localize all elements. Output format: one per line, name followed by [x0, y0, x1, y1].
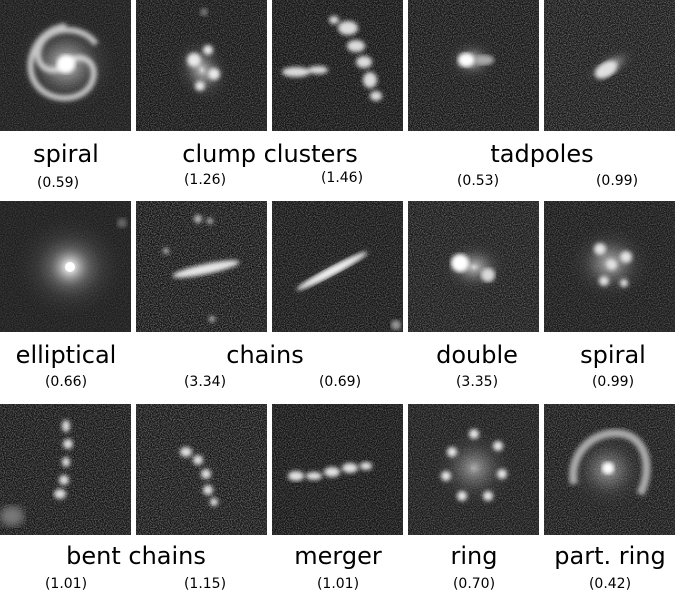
chain-galaxy-1-image	[136, 201, 267, 332]
bent-chain-galaxy-2-image	[136, 404, 267, 535]
label-bent-chains: bent chains	[66, 542, 206, 570]
label-elliptical: elliptical	[15, 341, 117, 369]
value-partial-ring: (0.42)	[588, 576, 632, 592]
spiral-galaxy-2-image	[544, 201, 675, 332]
value-tadpole-1: (0.53)	[456, 173, 500, 189]
bent-chain-galaxy-1-image	[0, 404, 131, 535]
chain-galaxy-2-image	[272, 201, 403, 332]
value-chain-2: (0.69)	[318, 374, 362, 390]
value-clump-cluster-1: (1.26)	[183, 172, 227, 188]
tadpole-galaxy-1-image	[408, 0, 539, 131]
value-merger: (1.01)	[316, 576, 360, 592]
tadpole-galaxy-2-image	[544, 0, 675, 131]
label-chains: chains	[226, 341, 304, 369]
merger-galaxy-image	[272, 404, 403, 535]
label-ring: ring	[450, 542, 498, 570]
partial-ring-galaxy-image	[544, 404, 675, 535]
label-merger: merger	[294, 542, 382, 570]
ring-galaxy-image	[408, 404, 539, 535]
value-spiral-2: (0.99)	[591, 374, 635, 390]
value-chain-1: (3.34)	[183, 374, 227, 390]
value-tadpole-2: (0.99)	[595, 173, 639, 189]
clump-cluster-galaxy-1-image	[136, 0, 267, 131]
value-ring: (0.70)	[452, 576, 496, 592]
label-tadpoles: tadpoles	[490, 140, 594, 168]
value-spiral: (0.59)	[36, 175, 80, 191]
label-spiral: spiral	[33, 140, 99, 168]
label-double: double	[436, 341, 518, 369]
value-bent-chain-2: (1.15)	[183, 576, 227, 592]
double-galaxy-image	[408, 201, 539, 332]
value-bent-chain-1: (1.01)	[44, 576, 88, 592]
value-elliptical: (0.66)	[44, 374, 88, 390]
label-partial-ring: part. ring	[554, 542, 666, 570]
elliptical-galaxy-image	[0, 201, 131, 332]
label-clump-clusters: clump clusters	[182, 140, 358, 168]
value-double: (3.35)	[455, 374, 499, 390]
spiral-galaxy-image	[0, 0, 131, 131]
label-spiral-2: spiral	[580, 341, 646, 369]
clump-cluster-galaxy-2-image	[272, 0, 403, 131]
value-clump-cluster-2: (1.46)	[320, 170, 364, 186]
